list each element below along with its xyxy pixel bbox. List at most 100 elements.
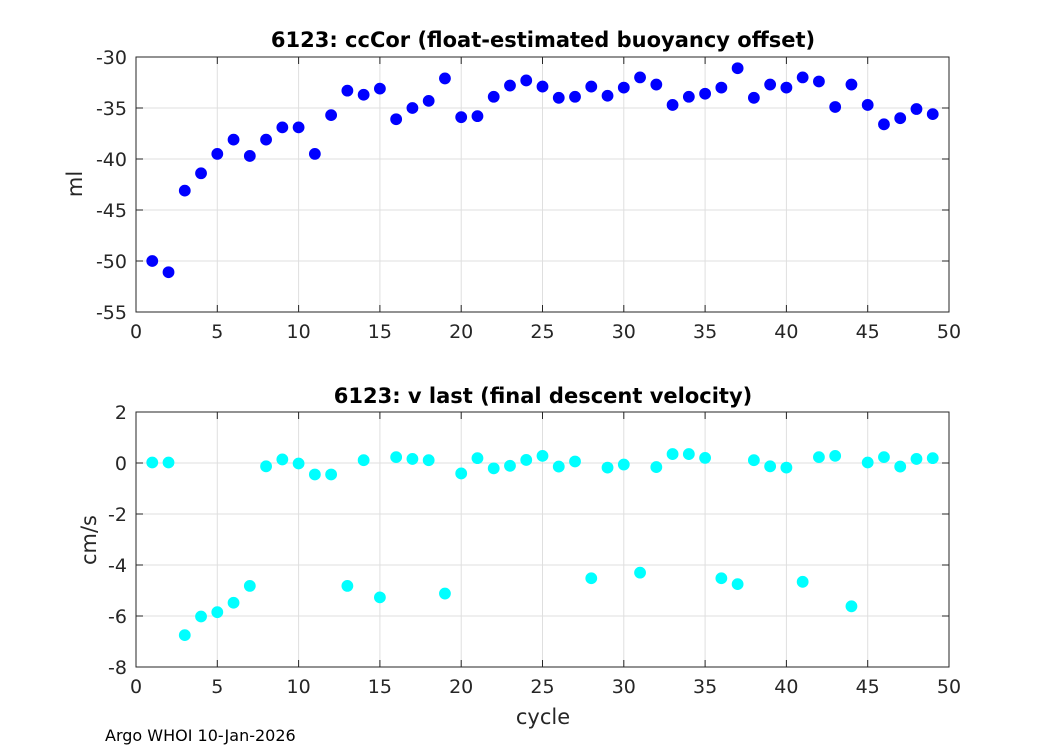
buoyancy-offset-data-point [617,81,630,94]
descent-velocity-data-point [845,600,858,613]
descent-velocity-data-point [731,578,744,591]
descent-velocity-xtick-label: 40 [774,676,798,698]
descent-velocity-data-point [878,451,890,464]
buoyancy-offset-xtick-label: 0 [130,321,142,343]
descent-velocity-data-point [341,580,354,592]
descent-velocity-data-point [764,460,777,473]
buoyancy-offset-data-point [829,101,842,113]
buoyancy-offset-ytick-label: -50 [96,251,127,273]
buoyancy-offset-data-point [520,74,533,87]
buoyancy-offset-ytick-label: -40 [96,149,127,171]
buoyancy-offset-data-point [796,71,809,84]
descent-velocity-data-point [747,454,760,467]
buoyancy-offset-data-point [162,266,175,279]
buoyancy-offset-xtick-label: 25 [530,321,554,343]
descent-velocity-data-point [439,587,451,600]
buoyancy-offset-data-point [471,110,484,123]
buoyancy-offset-xtick-label: 45 [856,321,880,343]
buoyancy-offset-data-point [341,84,354,97]
buoyancy-offset-data-point [373,82,386,95]
buoyancy-offset-data-point [569,90,581,103]
buoyancy-offset-data-point [211,147,224,160]
buoyancy-offset-data-point [634,71,646,84]
descent-velocity-data-point [308,468,321,481]
buoyancy-offset-data-point [536,80,549,93]
descent-velocity-data-point [162,456,175,469]
descent-velocity-data-point [536,449,549,462]
buoyancy-offset-data-point [439,72,451,85]
descent-velocity-data-point [666,448,679,460]
buoyancy-offset-data-point [666,99,679,111]
descent-velocity-data-point [406,453,419,465]
buoyancy-offset-data-point [422,94,435,107]
descent-velocity-xtick-label: 50 [937,676,961,698]
descent-velocity-data-point [569,455,581,468]
buoyancy-offset-data-point [894,112,907,125]
descent-velocity-data-point [796,575,809,588]
buoyancy-offset-data-point [357,88,370,101]
buoyancy-offset-data-point [861,99,874,111]
descent-velocity-data-point [910,453,923,465]
descent-velocity-xtick-label: 5 [211,676,223,698]
buoyancy-offset-data-point [878,118,890,131]
descent-velocity-data-point [422,454,435,467]
descent-velocity-data-point [634,566,646,579]
buoyancy-offset-data-point [747,91,760,104]
descent-velocity-data-point [829,449,842,462]
buoyancy-offset-data-point [910,103,923,115]
descent-velocity-xlabel: cycle [516,705,570,729]
descent-velocity-data-point [357,454,370,467]
descent-velocity-data-point [390,451,403,464]
buoyancy-offset-data-point [487,90,500,103]
buoyancy-offset-data-point [325,109,338,122]
descent-velocity-data-point [211,606,224,619]
buoyancy-offset-data-point [243,150,256,162]
descent-velocity-xtick-label: 10 [287,676,311,698]
buoyancy-offset-ytick-label: -45 [96,200,127,222]
descent-velocity-data-point [617,458,630,471]
descent-velocity-data-point [195,610,207,623]
descent-velocity-data-point [780,461,793,474]
descent-velocity-data-point [471,452,484,465]
buoyancy-offset-data-point [731,62,744,75]
buoyancy-offset-data-point [926,108,939,121]
descent-velocity-data-point [260,460,272,473]
descent-velocity-xtick-label: 35 [693,676,717,698]
descent-velocity-data-point [504,459,516,472]
descent-velocity-data-point [699,451,711,464]
descent-velocity-data-point [520,454,533,466]
descent-velocity-data-point [178,629,191,642]
buoyancy-offset-data-point [146,255,159,267]
buoyancy-offset-axes: 0 5 10 15 20 25 30 35 40 45 50 -55 -50 -45 -40 -35 -30 6… [63,28,961,343]
descent-velocity-data-point [325,468,338,481]
descent-velocity-data-point [292,457,305,470]
buoyancy-offset-data-point [292,121,305,134]
descent-velocity-data-point [861,456,874,469]
descent-velocity-data-point [715,572,728,585]
descent-velocity-ytick-label: -4 [108,555,127,577]
buoyancy-offset-data-point [406,102,419,114]
descent-velocity-data-point [487,462,500,475]
descent-velocity-xtick-label: 30 [612,676,636,698]
descent-velocity-data-point [813,451,825,464]
buoyancy-offset-data-point [682,90,695,103]
buoyancy-offset-data-point [715,81,728,94]
buoyancy-offset-data-point [178,184,191,197]
descent-velocity-data-point [276,453,289,466]
buoyancy-offset-data-point [227,133,240,146]
descent-velocity-ytick-label: 2 [115,402,127,424]
buoyancy-offset-xtick-label: 40 [774,321,798,343]
descent-velocity-data-point [682,448,695,460]
descent-velocity-xtick-label: 25 [530,676,554,698]
descent-velocity-axes: 0 5 10 15 20 25 30 35 40 45 50 -8 -6 -4 -2 0 2 6123: v l… [77,384,961,729]
buoyancy-offset-data-point [780,81,793,94]
descent-velocity-ytick-label: -2 [108,504,127,526]
descent-velocity-data-point [146,456,159,469]
descent-velocity-data-point [243,580,256,592]
descent-velocity-data-point [585,572,598,585]
descent-velocity-data-point [894,460,907,473]
buoyancy-offset-data-point [276,121,289,134]
descent-velocity-ylabel: cm/s [77,515,101,565]
buoyancy-offset-ylabel: ml [63,171,87,197]
